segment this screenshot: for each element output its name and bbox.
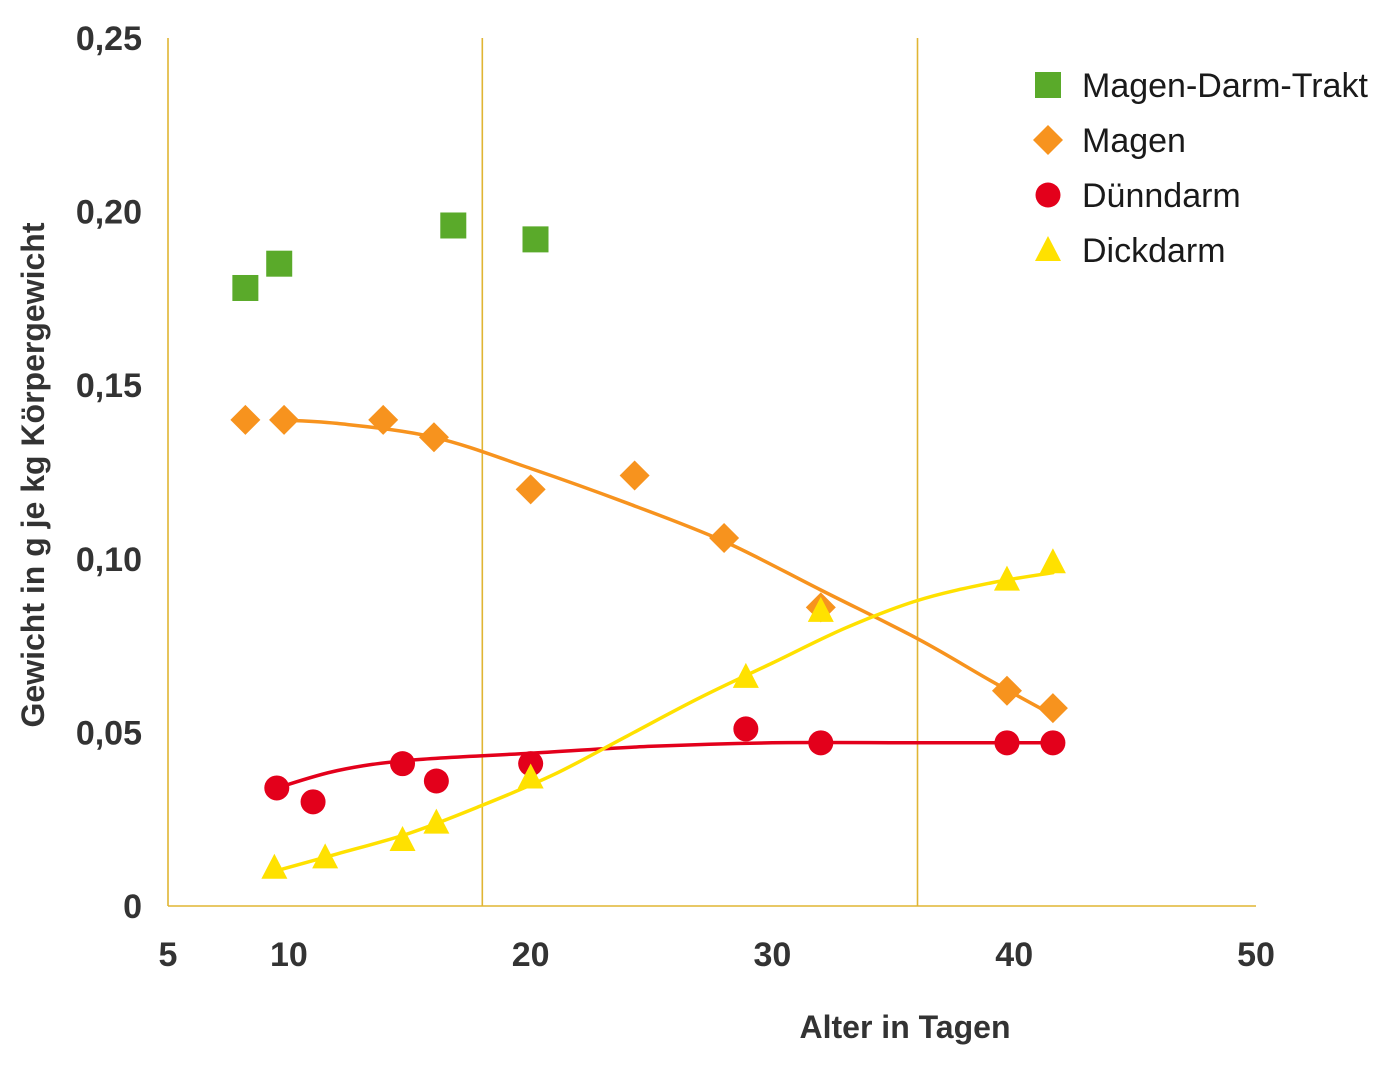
point-dickdarm <box>517 763 544 789</box>
point-duenndarm <box>390 751 416 777</box>
point-dickdarm <box>1039 548 1066 574</box>
point-dickdarm <box>389 826 416 852</box>
legend-label-magen: Magen <box>1082 122 1186 160</box>
point-magen-darm-trakt <box>440 212 467 239</box>
trendline-magen <box>275 418 1055 717</box>
trendline-duenndarm <box>275 740 1055 790</box>
point-duenndarm <box>300 789 326 815</box>
point-magen <box>418 422 449 453</box>
legend: Magen-Darm-Trakt Magen Dünndarm Dickdarm <box>1033 67 1368 270</box>
point-dickdarm <box>261 853 288 879</box>
trendlines <box>272 418 1055 874</box>
x-tick-label: 50 <box>1237 936 1275 974</box>
y-tick-label: 0,20 <box>76 194 142 232</box>
y-tick-label: 0,15 <box>76 367 142 405</box>
point-magen <box>619 460 650 491</box>
x-tick-label: 10 <box>270 936 308 974</box>
point-magen <box>230 404 261 435</box>
point-duenndarm <box>994 730 1020 756</box>
point-dickdarm <box>423 808 450 834</box>
gridlines <box>167 38 919 906</box>
trendline-dickdarm <box>272 570 1055 874</box>
y-tick-label: 0,25 <box>76 20 142 58</box>
point-magen-darm-trakt <box>266 250 293 277</box>
point-dickdarm <box>732 662 759 688</box>
y-tick-label: 0 <box>123 888 142 926</box>
point-magen <box>1037 693 1068 724</box>
point-magen <box>991 675 1022 706</box>
x-tick-label: 20 <box>512 936 550 974</box>
legend-marker-magen-darm-trakt <box>1035 72 1061 98</box>
x-tick-label: 40 <box>995 936 1033 974</box>
legend-label-magen-darm-trakt: Magen-Darm-Trakt <box>1082 67 1368 105</box>
y-tick-label: 0,10 <box>76 541 142 579</box>
point-duenndarm <box>1040 730 1066 756</box>
point-magen <box>709 522 740 553</box>
point-dickdarm <box>312 843 339 869</box>
point-duenndarm <box>423 768 449 794</box>
x-tick-label: 5 <box>159 936 178 974</box>
data-points <box>230 212 1068 879</box>
legend-marker-magen <box>1033 125 1063 155</box>
point-dickdarm <box>807 596 834 622</box>
legend-marker-dickdarm <box>1035 236 1061 261</box>
point-duenndarm <box>808 730 834 756</box>
point-magen-darm-trakt <box>522 226 549 253</box>
legend-label-dickdarm: Dickdarm <box>1082 232 1226 270</box>
y-axis-title: Gewicht in g je kg Körpergewicht <box>15 222 51 727</box>
point-magen <box>515 474 546 505</box>
legend-label-duenndarm: Dünndarm <box>1082 177 1241 215</box>
point-magen <box>368 404 399 435</box>
legend-marker-duenndarm <box>1035 182 1061 208</box>
point-magen-darm-trakt <box>232 274 259 301</box>
y-tick-label: 0,05 <box>76 714 142 752</box>
point-dickdarm <box>993 565 1020 591</box>
point-duenndarm <box>733 716 759 742</box>
x-tick-label: 30 <box>754 936 792 974</box>
point-magen <box>269 404 300 435</box>
tick-labels: 5 10 20 30 40 50 0 0,05 0,10 0,15 0,20 0,25 <box>76 20 1275 974</box>
x-axis-title: Alter in Tagen <box>800 1009 1011 1045</box>
point-duenndarm <box>264 775 290 801</box>
